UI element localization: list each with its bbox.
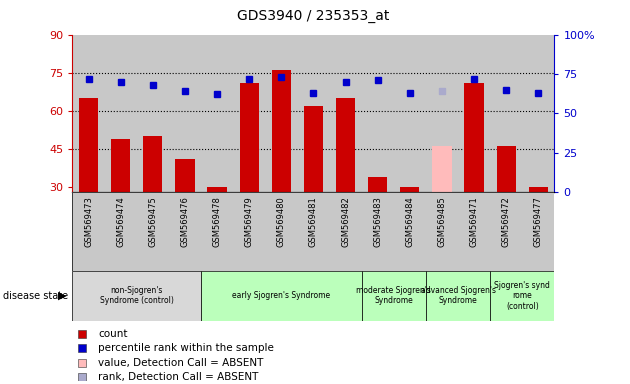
Bar (329, 192, 362, 271)
Text: advanced Sjogren's
Syndrome: advanced Sjogren's Syndrome (420, 286, 496, 305)
Bar (175, 159, 195, 192)
Bar (458, 35, 490, 192)
Bar (72, 192, 105, 271)
Text: non-Sjogren's
Syndrome (control): non-Sjogren's Syndrome (control) (100, 286, 174, 305)
Text: GDS3940 / 235353_at: GDS3940 / 235353_at (238, 9, 389, 23)
Text: GSM569483: GSM569483 (373, 196, 382, 247)
Bar (496, 146, 516, 192)
Bar (239, 83, 259, 192)
Bar (201, 271, 362, 321)
Bar (490, 35, 522, 192)
Bar (394, 192, 426, 271)
Text: GSM569475: GSM569475 (148, 196, 158, 247)
Text: disease state: disease state (3, 291, 68, 301)
Bar (529, 187, 548, 192)
Bar (432, 146, 452, 192)
Text: rank, Detection Call = ABSENT: rank, Detection Call = ABSENT (98, 372, 259, 382)
Text: GSM569473: GSM569473 (84, 196, 93, 247)
Bar (201, 35, 233, 192)
Text: GSM569480: GSM569480 (277, 196, 286, 247)
Bar (362, 192, 394, 271)
Bar (297, 35, 329, 192)
Text: early Sjogren's Syndrome: early Sjogren's Syndrome (232, 291, 330, 300)
Bar (329, 35, 362, 192)
Bar (272, 70, 291, 192)
Text: GSM569472: GSM569472 (501, 196, 511, 247)
Bar (400, 187, 420, 192)
Bar (72, 35, 105, 192)
Bar (394, 35, 426, 192)
Bar (105, 192, 137, 271)
Bar (362, 271, 426, 321)
Bar (233, 192, 265, 271)
Bar (169, 192, 201, 271)
Bar (490, 271, 554, 321)
Bar (265, 35, 297, 192)
Bar (304, 106, 323, 192)
Bar (137, 192, 169, 271)
Bar (79, 98, 98, 192)
Text: percentile rank within the sample: percentile rank within the sample (98, 343, 274, 354)
Bar (426, 192, 458, 271)
Bar (522, 35, 554, 192)
Bar (368, 177, 387, 192)
Bar (233, 35, 265, 192)
Text: GSM569481: GSM569481 (309, 196, 318, 247)
Text: value, Detection Call = ABSENT: value, Detection Call = ABSENT (98, 358, 264, 368)
Bar (297, 192, 329, 271)
Bar (265, 192, 297, 271)
Text: moderate Sjogren's
Syndrome: moderate Sjogren's Syndrome (357, 286, 431, 305)
Text: GSM569484: GSM569484 (405, 196, 415, 247)
Text: GSM569476: GSM569476 (180, 196, 190, 247)
Text: Sjogren's synd
rome
(control): Sjogren's synd rome (control) (495, 281, 550, 311)
Bar (143, 136, 163, 192)
Bar (362, 35, 394, 192)
Bar (105, 35, 137, 192)
Text: ▶: ▶ (58, 291, 66, 301)
Bar (522, 192, 554, 271)
Bar (72, 271, 201, 321)
Bar (169, 35, 201, 192)
Text: GSM569479: GSM569479 (244, 196, 254, 247)
Bar (458, 192, 490, 271)
Bar (201, 192, 233, 271)
Bar (426, 35, 458, 192)
Text: count: count (98, 329, 128, 339)
Bar (207, 187, 227, 192)
Text: GSM569471: GSM569471 (469, 196, 479, 247)
Bar (464, 83, 484, 192)
Bar (111, 139, 130, 192)
Bar (490, 192, 522, 271)
Bar (426, 271, 490, 321)
Bar (137, 35, 169, 192)
Text: GSM569477: GSM569477 (534, 196, 543, 247)
Text: GSM569474: GSM569474 (116, 196, 125, 247)
Bar (336, 98, 355, 192)
Text: GSM569478: GSM569478 (212, 196, 222, 247)
Text: GSM569482: GSM569482 (341, 196, 350, 247)
Text: GSM569485: GSM569485 (437, 196, 447, 247)
